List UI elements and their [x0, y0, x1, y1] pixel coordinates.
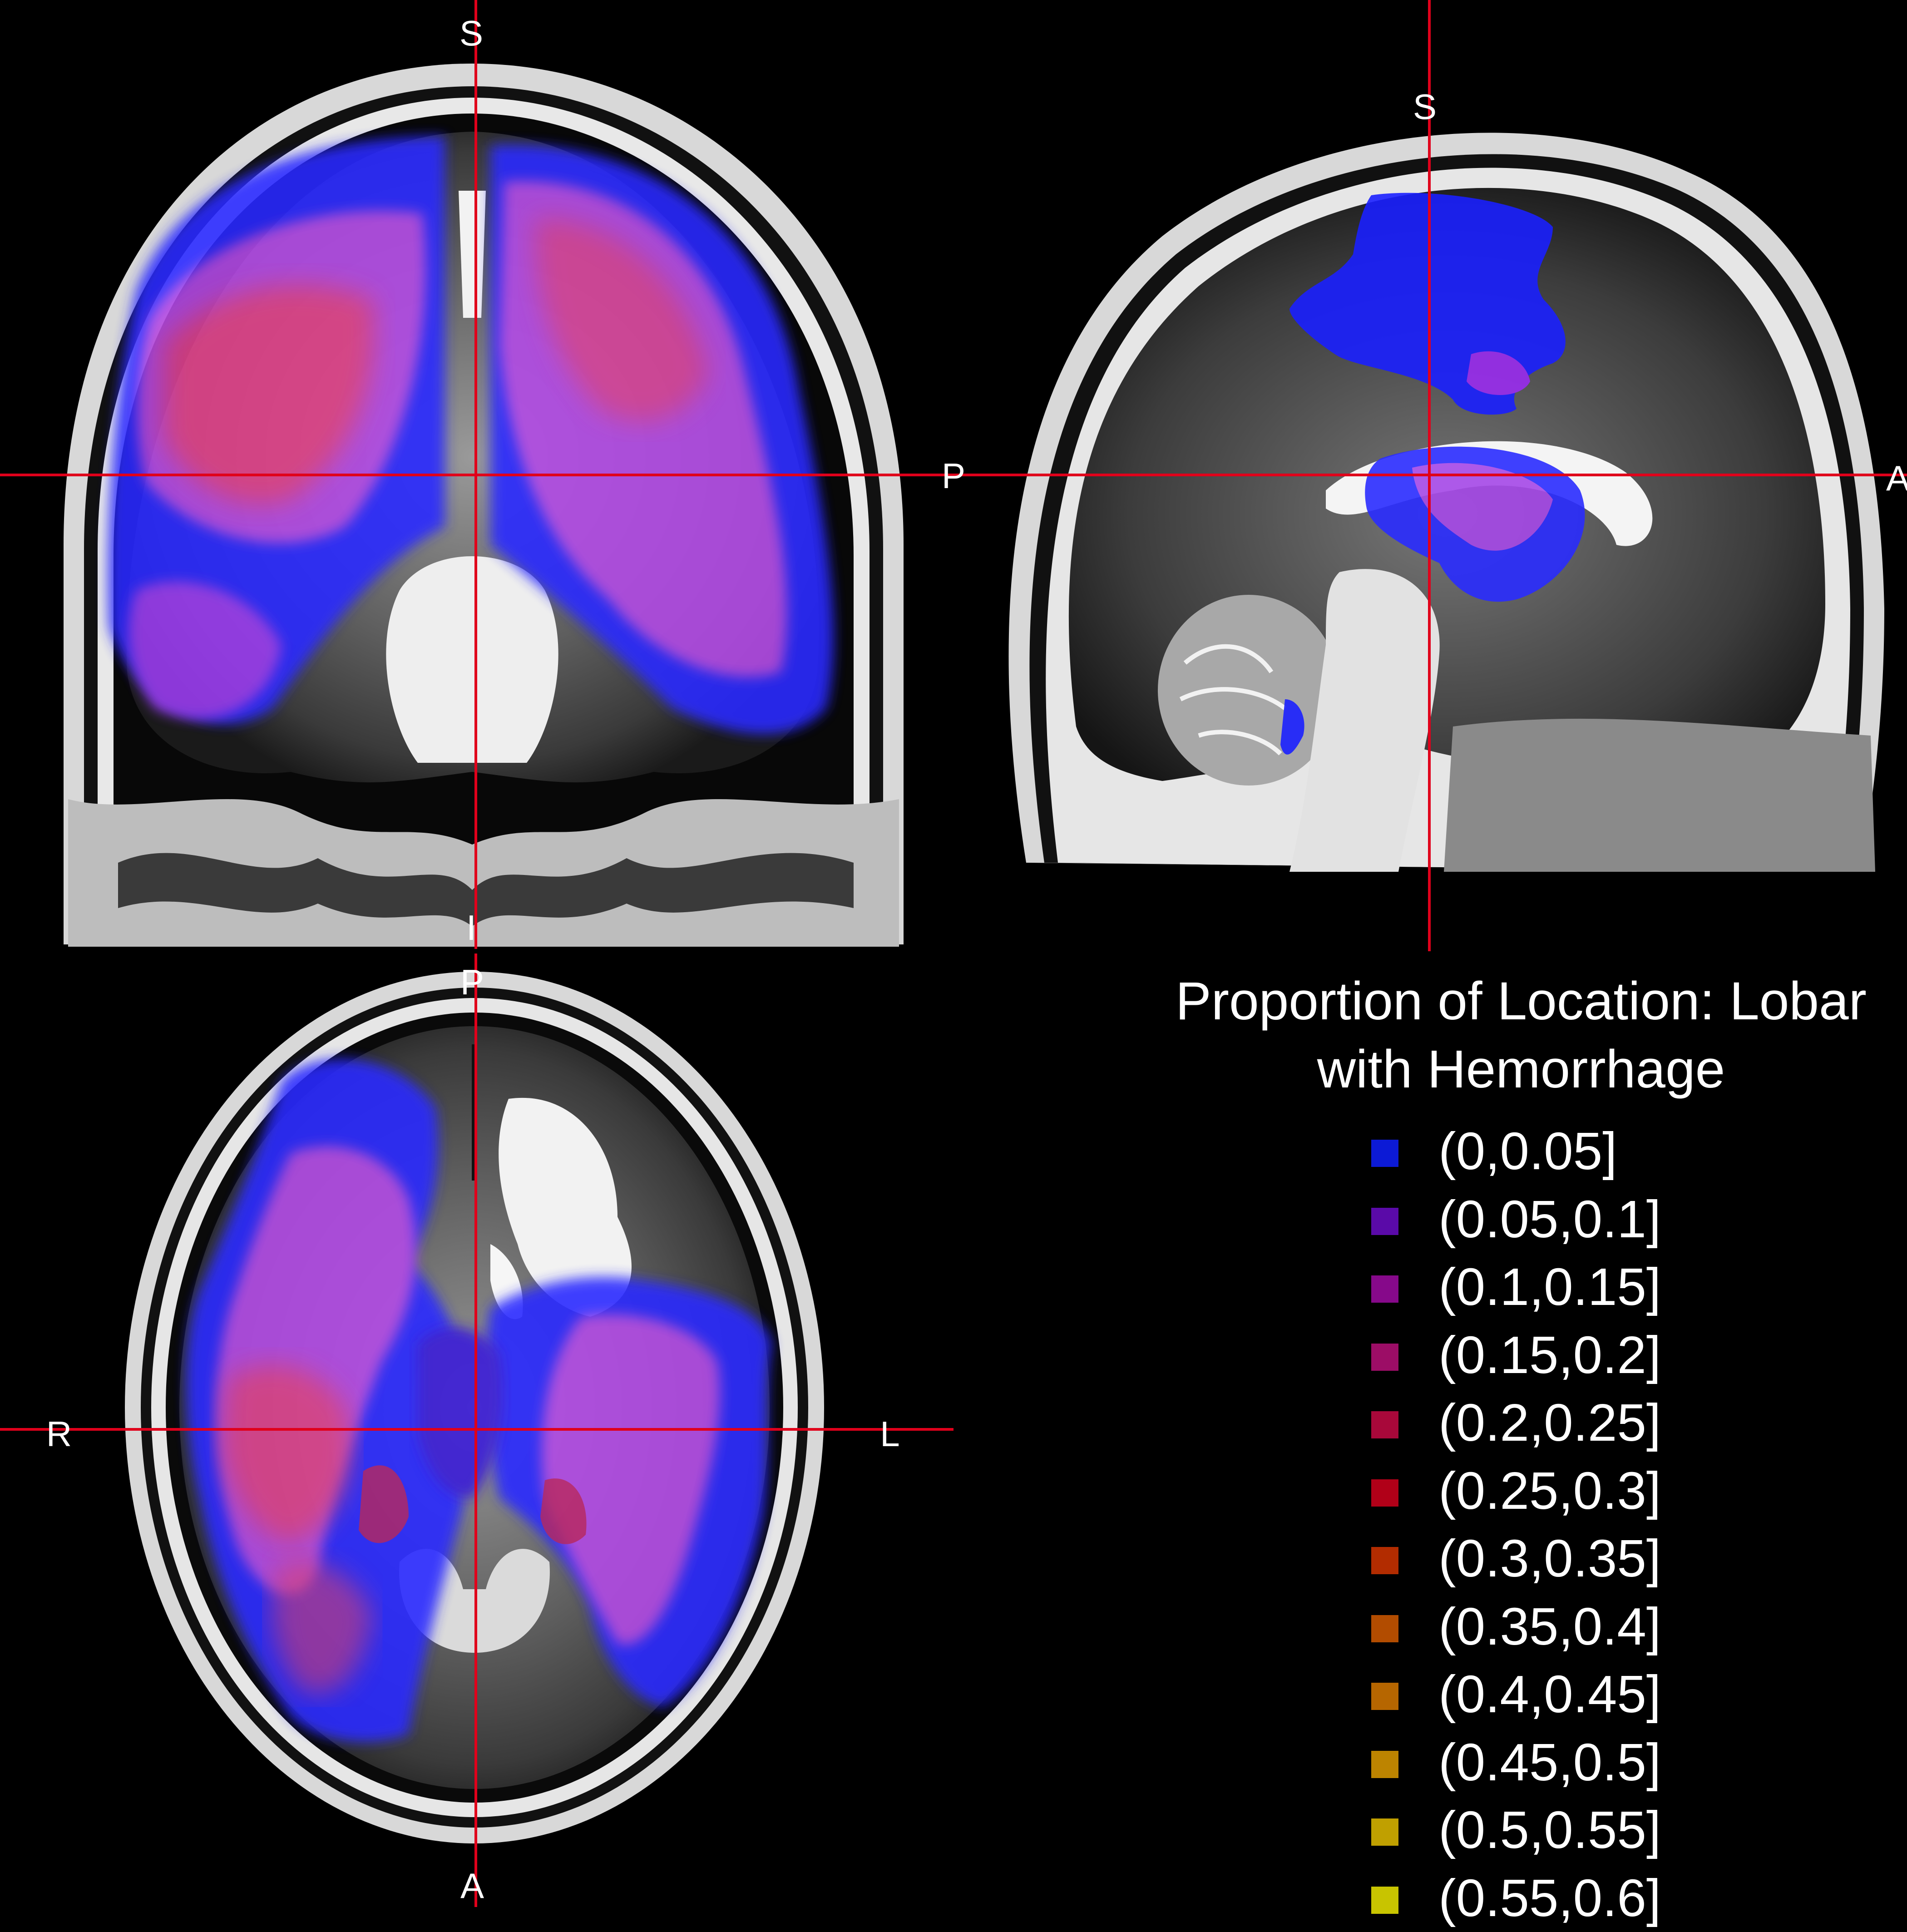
axial-white-matter-left: [499, 1097, 632, 1317]
legend-label: (0.25,0.3]: [1438, 1461, 1661, 1520]
legend-swatch: [1371, 1343, 1398, 1371]
coronal-label-bottom: I: [466, 908, 476, 948]
sagittal-label-top: S: [1413, 87, 1437, 127]
legend-swatch: [1371, 1615, 1398, 1642]
legend-label: (0.35,0.4]: [1438, 1596, 1661, 1656]
legend-title-line1: Proportion of Location: Lobar: [1176, 971, 1867, 1031]
coronal-midline: [459, 191, 486, 318]
sagittal-label-left: P: [942, 456, 965, 496]
legend-title-line2: with Hemorrhage: [1317, 1039, 1725, 1099]
legend-swatch: [1371, 1479, 1398, 1507]
legend-label: (0.4,0.45]: [1438, 1665, 1661, 1724]
legend-swatch: [1371, 1750, 1398, 1778]
legend-label: (0.05,0.1]: [1438, 1189, 1661, 1249]
legend: Proportion of Location: Lobar with Hemor…: [1144, 967, 1898, 1927]
legend-swatch: [1371, 1547, 1398, 1574]
legend-swatch: [1371, 1275, 1398, 1303]
legend-swatch: [1371, 1818, 1398, 1846]
sagittal-cerebellum-folia: [1179, 644, 1287, 756]
legend-swatch: [1371, 1140, 1398, 1167]
coronal-brainstem: [386, 556, 558, 763]
sagittal-view: S P A: [942, 0, 1907, 954]
axial-label-bottom: A: [460, 1866, 484, 1906]
sagittal-overlay: [1280, 193, 1585, 755]
axial-label-top: P: [460, 962, 484, 1002]
axial-label-right: L: [880, 1414, 899, 1454]
legend-label: (0.3,0.35]: [1438, 1529, 1661, 1588]
sagittal-lower-cut: [999, 872, 1907, 954]
sagittal-label-right: A: [1886, 458, 1907, 498]
legend-label: (0.1,0.15]: [1438, 1257, 1661, 1316]
legend-label: (0.5,0.55]: [1438, 1800, 1661, 1859]
legend-swatch: [1371, 1207, 1398, 1235]
coronal-label-top: S: [459, 13, 483, 53]
axial-label-left: R: [46, 1414, 72, 1454]
axial-view: P A R L: [0, 954, 954, 1907]
legend-label: (0,0.05]: [1438, 1122, 1617, 1181]
sagittal-brainstem: [1289, 569, 1440, 872]
legend-label: (0.15,0.2]: [1438, 1325, 1661, 1384]
legend-title: Proportion of Location: Lobar with Hemor…: [1144, 967, 1898, 1103]
legend-swatch: [1371, 1886, 1398, 1914]
coronal-skull-base-shadow: [118, 853, 854, 926]
legend-swatch: [1371, 1683, 1398, 1710]
legend-swatch: [1371, 1411, 1398, 1438]
coronal-overlay: [108, 136, 834, 734]
coronal-view: S I: [0, 0, 954, 949]
legend-label: (0.55,0.6]: [1438, 1868, 1661, 1927]
legend-label: (0.45,0.5]: [1438, 1732, 1661, 1792]
legend-label: (0.2,0.25]: [1438, 1393, 1661, 1452]
axial-overlay: [186, 1059, 772, 1742]
sagittal-lower-face: [1444, 718, 1875, 872]
